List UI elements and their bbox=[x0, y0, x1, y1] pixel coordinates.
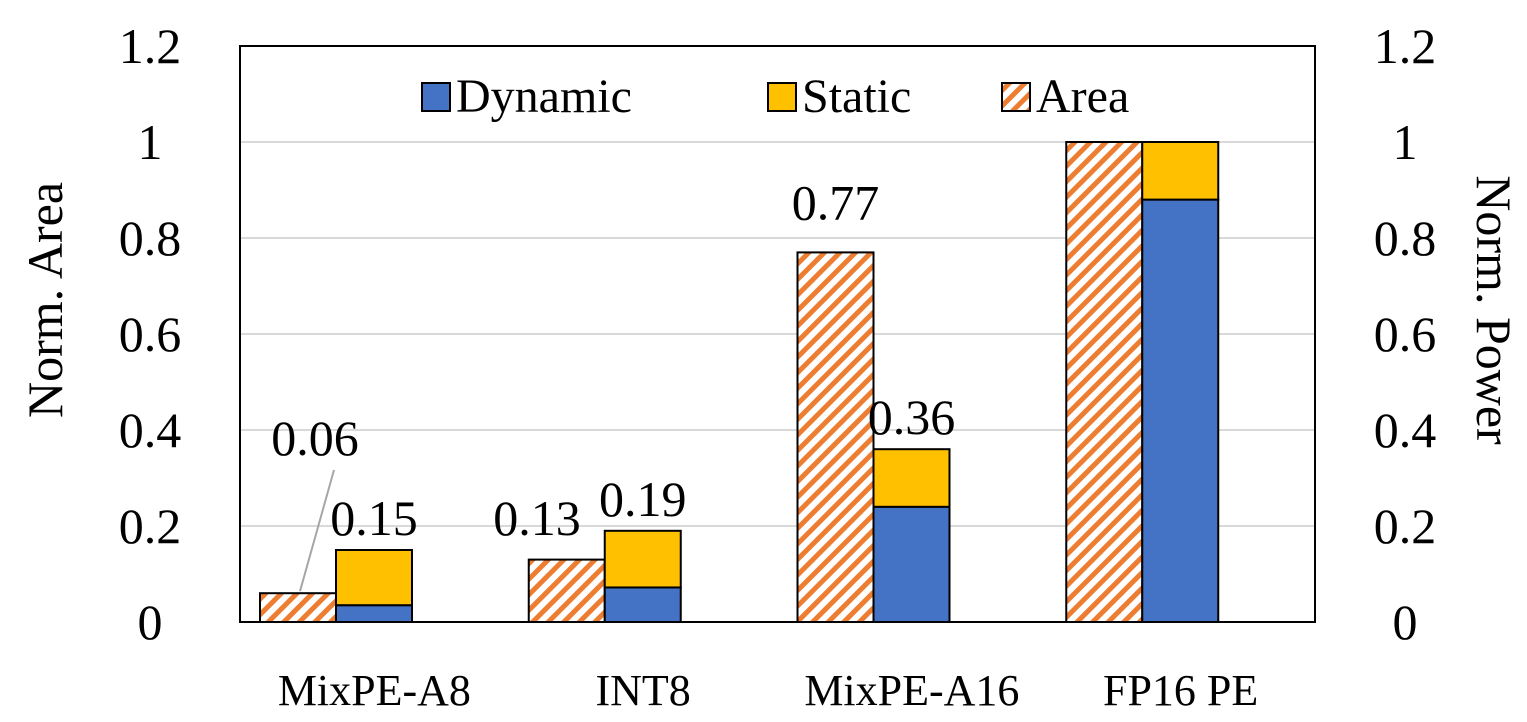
power-value-label: 0.36 bbox=[868, 389, 956, 445]
data-labels: 0.06 0.15 0.13 0.19 0.77 0.36 bbox=[271, 174, 956, 592]
bars bbox=[259, 141, 1220, 624]
right-tick-label: 0 bbox=[1393, 594, 1418, 650]
legend-label-static: Static bbox=[802, 70, 911, 123]
right-axis-title: Norm. Power bbox=[1466, 175, 1522, 445]
area-value-label: 0.13 bbox=[493, 490, 581, 546]
area-value-label: 0.06 bbox=[271, 410, 359, 466]
category-label: INT8 bbox=[595, 666, 690, 715]
category-label: MixPE-A8 bbox=[278, 666, 471, 715]
legend: Dynamic Static Area bbox=[421, 70, 1129, 123]
area-value-label: 0.77 bbox=[792, 174, 880, 230]
dynamic-bar bbox=[1141, 198, 1220, 623]
dynamic-bar bbox=[335, 604, 413, 624]
category-label: FP16 PE bbox=[1103, 666, 1258, 715]
left-tick-label: 0.2 bbox=[119, 498, 182, 554]
legend-label-area: Area bbox=[1036, 70, 1129, 123]
area-bar bbox=[1065, 141, 1144, 623]
dynamic-bar bbox=[872, 505, 951, 623]
dynamic-bar bbox=[603, 586, 682, 624]
legend-swatch-static bbox=[767, 82, 797, 112]
power-value-label: 0.15 bbox=[330, 490, 418, 546]
power-value-label: 0.19 bbox=[599, 471, 687, 527]
legend-swatch-area bbox=[1001, 82, 1031, 112]
left-tick-label: 0.4 bbox=[119, 402, 182, 458]
area-bar bbox=[527, 558, 606, 623]
left-tick-label: 1.2 bbox=[119, 18, 182, 74]
category-label: MixPE-A16 bbox=[804, 666, 1019, 715]
legend-label-dynamic: Dynamic bbox=[456, 70, 632, 123]
static-bar bbox=[1141, 141, 1220, 201]
static-bar bbox=[872, 448, 951, 508]
right-tick-label: 0.8 bbox=[1374, 210, 1437, 266]
left-tick-label: 1 bbox=[138, 114, 163, 170]
plot-frame bbox=[239, 45, 1316, 623]
left-tick-label: 0.6 bbox=[119, 306, 182, 362]
static-bar bbox=[335, 549, 413, 607]
legend-swatch-dynamic bbox=[421, 82, 451, 112]
left-tick-label: 0.8 bbox=[119, 210, 182, 266]
left-axis-title: Norm. Area bbox=[17, 182, 73, 418]
right-tick-label: 0.6 bbox=[1374, 306, 1437, 362]
right-tick-label: 0.4 bbox=[1374, 402, 1437, 458]
right-tick-label: 0.2 bbox=[1374, 498, 1437, 554]
axis-ticks: 0 0 0.2 0.2 0.4 0.4 0.6 0.6 0.8 0.8 1 1 1.2 1.2 MixPE-… bbox=[119, 18, 1437, 715]
left-tick-label: 0 bbox=[138, 594, 163, 650]
area-bar bbox=[259, 592, 337, 624]
right-tick-label: 1.2 bbox=[1374, 18, 1437, 74]
static-bar bbox=[603, 529, 682, 589]
right-tick-label: 1 bbox=[1393, 114, 1418, 170]
leader-line bbox=[299, 469, 335, 592]
area-bar bbox=[796, 251, 875, 623]
